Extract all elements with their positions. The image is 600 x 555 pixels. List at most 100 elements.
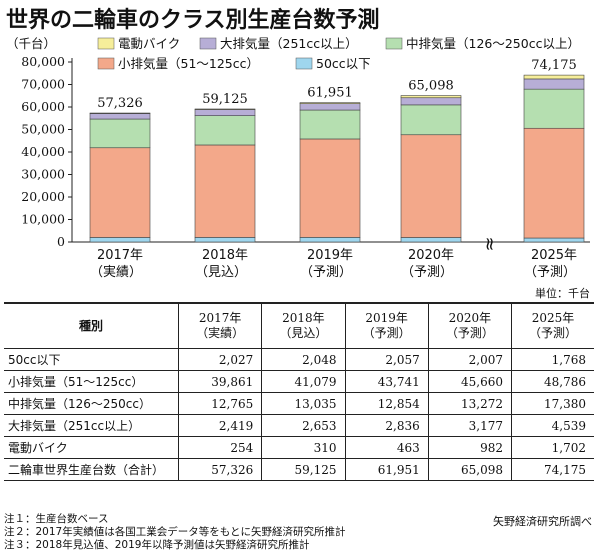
table-cell: 4,539 bbox=[511, 414, 594, 437]
legend-label: 大排気量（251cc以上） bbox=[220, 36, 358, 51]
x-tick-label-sub: （予測） bbox=[401, 265, 453, 280]
header-year-line1: 2019年 bbox=[365, 311, 408, 325]
header-year-line2: （予測） bbox=[362, 326, 411, 340]
y-tick-label: 20,000 bbox=[21, 189, 65, 204]
bar-total-label: 74,175 bbox=[531, 58, 577, 73]
row-label: 50cc以下 bbox=[4, 348, 179, 371]
legend-swatch bbox=[97, 37, 115, 50]
x-tick-label-sub: （予測） bbox=[524, 265, 576, 280]
x-tick-label: 2017年 bbox=[97, 248, 143, 263]
table-cell: 254 bbox=[177, 436, 262, 459]
x-tick-label-sub: （予測） bbox=[300, 265, 352, 280]
legend-swatch bbox=[295, 57, 313, 70]
header-type: 種別 bbox=[4, 302, 179, 349]
y-tick-label: 70,000 bbox=[21, 77, 65, 92]
bar-total-label: 57,326 bbox=[97, 96, 143, 111]
stacked-bar-chart: 電動バイク 大排気量（251cc以上） 中排気量（126～250cc以上） 小排気量（… bbox=[6, 36, 590, 280]
bar-segment bbox=[194, 144, 256, 238]
bar-segment bbox=[299, 103, 361, 111]
header-year-line1: 2020年 bbox=[448, 311, 492, 325]
bar-total-label: 61,951 bbox=[307, 86, 353, 101]
bar-segment bbox=[523, 127, 585, 239]
table-cell: 2,048 bbox=[261, 348, 345, 371]
row-label: 大排気量（251cc以上） bbox=[4, 414, 179, 437]
y-tick-label: 30,000 bbox=[21, 167, 65, 182]
table-cell: 2,027 bbox=[177, 348, 262, 371]
table-cell: 39,861 bbox=[177, 370, 262, 393]
table-cell: 45,660 bbox=[427, 370, 512, 393]
bar-segment bbox=[89, 237, 151, 243]
bar-segment bbox=[89, 112, 151, 114]
table-cell: 74,175 bbox=[511, 458, 594, 481]
bar-segment bbox=[400, 134, 462, 238]
bar-segment bbox=[89, 113, 151, 120]
y-tick-label: 80,000 bbox=[21, 54, 65, 69]
table-cell: 463 bbox=[344, 436, 429, 459]
table-cell: 65,098 bbox=[427, 458, 512, 481]
row-label: 電動バイク bbox=[4, 436, 179, 459]
table-cell: 41,079 bbox=[261, 370, 345, 393]
table-row: 50cc以下 2,027 2,048 2,057 2,007 1,768 bbox=[4, 348, 594, 371]
table-cell: 13,035 bbox=[261, 392, 345, 415]
table-cell: 2,007 bbox=[427, 348, 512, 371]
table-header-row: 種別 2017年 （実績） 2018年 （見込） 2019年 （予測） 2020年 （予測） 2… bbox=[4, 302, 594, 349]
table-body: 50cc以下 2,027 2,048 2,057 2,007 1,768 小排気量（51～1… bbox=[4, 348, 594, 481]
table-cell: 2,057 bbox=[344, 348, 429, 371]
bar-segment bbox=[89, 147, 151, 238]
notes: 注１：生産台数ベース 注２：2017年実績値は各国工業会データ等をもとに矢野経済研… bbox=[4, 513, 346, 552]
x-tick-label-sub: （実績） bbox=[90, 264, 142, 280]
table-cell: 48,786 bbox=[511, 370, 594, 393]
bar-segment bbox=[400, 104, 462, 136]
legend-swatch bbox=[97, 57, 115, 70]
data-table: 種別 2017年 （実績） 2018年 （見込） 2019年 （予測） 2020年 （予測） 2… bbox=[4, 302, 594, 481]
table-row: 大排気量（251cc以上） 2,419 2,653 2,836 3,177 4,539 bbox=[4, 414, 594, 437]
row-label: 中排気量（126～250cc） bbox=[4, 392, 179, 415]
note-line: 注１：生産台数ベース bbox=[4, 513, 109, 525]
bar-segment bbox=[523, 237, 585, 243]
bar-segment bbox=[89, 118, 151, 149]
x-tick-label: 2019年 bbox=[307, 248, 353, 263]
table-row: 小排気量（51～125cc） 39,861 41,079 43,741 45,660 48… bbox=[4, 370, 594, 393]
table-cell: 3,177 bbox=[427, 414, 512, 437]
header-year-line2: （予測） bbox=[445, 326, 494, 340]
table-row: 電動バイク 254 310 463 982 1,702 bbox=[4, 436, 594, 459]
table-cell: 57,326 bbox=[177, 458, 262, 481]
x-tick-label-sub: （見込） bbox=[195, 265, 247, 280]
table-cell: 17,380 bbox=[511, 392, 594, 415]
note-line: 注２：2017年実績値は各国工業会データ等をもとに矢野経済研究所推計 bbox=[4, 526, 346, 538]
bar-segment bbox=[523, 88, 585, 129]
header-year: 2017年 （実績） bbox=[177, 302, 262, 349]
table-cell: 2,653 bbox=[261, 414, 345, 437]
bar-segment bbox=[299, 102, 361, 104]
table-cell: 982 bbox=[427, 436, 512, 459]
x-tick-label: 2020年 bbox=[408, 248, 454, 263]
header-year: 2019年 （予測） bbox=[344, 302, 429, 349]
unit-note: 単位：千台 bbox=[535, 287, 590, 300]
table-cell: 59,125 bbox=[261, 458, 345, 481]
bar-total-label: 65,098 bbox=[408, 79, 454, 94]
bar-segment bbox=[400, 97, 462, 106]
axis-break-icon: ≈ bbox=[479, 236, 500, 251]
table-row: 中排気量（126～250cc） 12,765 13,035 12,854 13,272 1… bbox=[4, 392, 594, 415]
header-year: 2020年 （予測） bbox=[427, 302, 512, 349]
table-cell: 2,419 bbox=[177, 414, 262, 437]
header-year-line1: 2018年 bbox=[282, 311, 325, 325]
header-year: 2018年 （見込） bbox=[261, 302, 345, 349]
table-cell: 13,272 bbox=[427, 392, 512, 415]
bar-segment bbox=[400, 237, 462, 243]
header-year: 2025年 （予測） bbox=[511, 302, 594, 349]
bar-segment bbox=[194, 115, 256, 146]
table-cell: 310 bbox=[261, 436, 345, 459]
bar-segment bbox=[400, 95, 462, 99]
bar-segment bbox=[194, 109, 256, 116]
bar-total-label: 59,125 bbox=[202, 92, 248, 107]
legend-label: 小排気量（51～125cc） bbox=[118, 56, 259, 71]
chart-title: 世界の二輪車のクラス別生産台数予測 bbox=[6, 8, 380, 33]
header-year-line1: 2025年 bbox=[531, 311, 575, 325]
table-cell: 12,854 bbox=[344, 392, 429, 415]
table-cell: 2,836 bbox=[344, 414, 429, 437]
note-line: 注３：2018年見込値、2019年以降予測値は矢野経済研究所推計 bbox=[4, 539, 310, 551]
header-year-line1: 2017年 bbox=[198, 311, 242, 325]
legend-swatch bbox=[199, 37, 217, 50]
table-cell: 12,765 bbox=[177, 392, 262, 415]
